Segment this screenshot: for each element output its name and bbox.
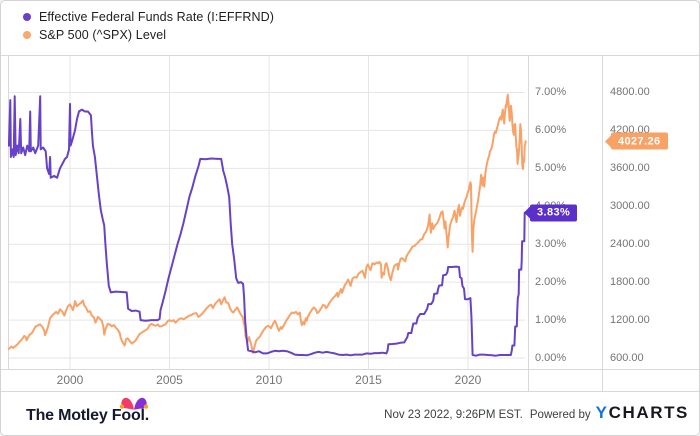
timestamp: Nov 23 2022, 9:26PM EST. bbox=[384, 408, 523, 421]
year-axis-tick: 2005 bbox=[156, 373, 183, 387]
spx-axis-tick: 3600.00 bbox=[610, 162, 650, 175]
percent-axis-tick: 3.00% bbox=[535, 238, 567, 251]
spx-axis-tick: 1200.00 bbox=[610, 314, 650, 327]
percent-axis-tick: 2.00% bbox=[535, 276, 567, 289]
percent-axis-tick: 7.00% bbox=[535, 86, 567, 99]
chart-footer: The Motley Fool. Nov 23 2022, 9:26PM EST… bbox=[1, 392, 699, 435]
series-line-fed-funds bbox=[8, 95, 527, 357]
series-line-spx bbox=[8, 93, 527, 354]
spx-axis-tick: 4800.00 bbox=[610, 86, 650, 99]
chart-legend: Effective Federal Funds Rate (I:EFFRND) … bbox=[23, 8, 274, 44]
spx-axis-tick: 3000.00 bbox=[610, 200, 650, 213]
year-axis-tick: 2020 bbox=[454, 373, 482, 387]
legend-label-spx: S&P 500 (^SPX) Level bbox=[39, 28, 167, 42]
fed-funds-dot-icon bbox=[23, 13, 31, 21]
motley-fool-logo[interactable]: The Motley Fool. bbox=[26, 397, 150, 425]
percent-axis-tick: 5.00% bbox=[535, 162, 567, 175]
year-axis-tick: 2000 bbox=[56, 373, 84, 387]
spx-axis-tick: 2400.00 bbox=[610, 238, 650, 251]
motley-fool-wordmark: The Motley Fool. bbox=[26, 406, 150, 424]
fed-funds-value-badge: 3.83% bbox=[530, 204, 578, 222]
percent-axis-tick: 1.00% bbox=[535, 314, 567, 327]
spx-dot-icon bbox=[23, 31, 31, 39]
footer-right: Nov 23 2022, 9:26PM EST. Powered by YCHA… bbox=[384, 403, 689, 423]
spx-axis-tick: 600.00 bbox=[610, 352, 644, 364]
powered-by-label: Powered by bbox=[529, 408, 591, 421]
spx-value-badge: 4027.26 bbox=[611, 132, 668, 150]
ycharts-y: Y bbox=[595, 402, 609, 422]
fed-funds-value-label: 3.83% bbox=[537, 206, 571, 219]
percent-axis-tick: 6.00% bbox=[535, 124, 567, 137]
ycharts-logo[interactable]: YCHARTS bbox=[596, 403, 689, 423]
ycharts-rest: CHARTS bbox=[608, 402, 689, 422]
legend-item-fed-funds: Effective Federal Funds Rate (I:EFFRND) bbox=[23, 8, 274, 26]
spx-axis-tick: 1800.00 bbox=[610, 276, 650, 289]
jester-cap-icon bbox=[119, 397, 149, 410]
year-axis-tick: 2015 bbox=[355, 373, 382, 387]
year-axis-tick: 2010 bbox=[255, 373, 283, 387]
legend-label-fed-funds: Effective Federal Funds Rate (I:EFFRND) bbox=[39, 10, 274, 24]
percent-axis-tick: 0.00% bbox=[535, 352, 567, 364]
spx-value-label: 4027.26 bbox=[618, 135, 661, 148]
legend-item-spx: S&P 500 (^SPX) Level bbox=[23, 26, 274, 44]
